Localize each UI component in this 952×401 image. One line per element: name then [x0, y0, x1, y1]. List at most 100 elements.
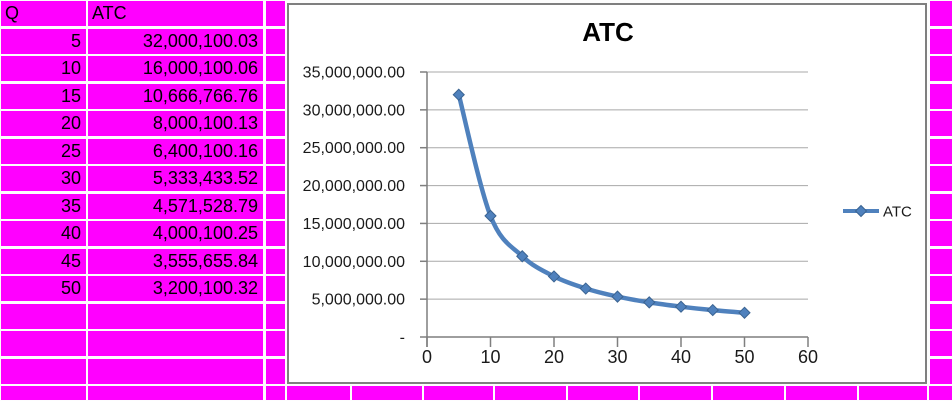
cell-atc-row4[interactable]: 8,000,100.13: [88, 111, 263, 136]
empty-cell[interactable]: [930, 303, 952, 329]
cell-q-row2[interactable]: 10: [1, 56, 86, 81]
empty-cell[interactable]: [88, 303, 263, 329]
cell-q-row8[interactable]: 40: [1, 221, 86, 246]
x-axis-label: 40: [671, 347, 691, 367]
empty-cell[interactable]: [930, 331, 952, 356]
x-axis-label: 30: [607, 347, 627, 367]
data-point-q10[interactable]: [484, 209, 497, 223]
empty-cell[interactable]: [930, 138, 952, 164]
data-point-q50[interactable]: [738, 306, 751, 319]
y-axis-label: 25,000,000.00: [303, 140, 405, 157]
empty-cell[interactable]: [1, 358, 86, 384]
empty-cell[interactable]: [266, 386, 285, 400]
empty-cell[interactable]: [287, 386, 350, 400]
x-axis-label: 10: [480, 347, 500, 367]
empty-cell[interactable]: [266, 28, 285, 54]
empty-cell[interactable]: [713, 386, 784, 400]
cell-atc-row3[interactable]: 10,666,766.76: [88, 83, 263, 109]
cell-atc-row6[interactable]: 5,333,433.52: [88, 166, 263, 191]
empty-cell[interactable]: [88, 386, 263, 400]
empty-cell[interactable]: [266, 248, 285, 274]
cell-q-row10[interactable]: 50: [1, 276, 86, 301]
empty-cell[interactable]: [266, 303, 285, 329]
cell-atc-row1[interactable]: 32,000,100.03: [88, 28, 263, 54]
empty-cell[interactable]: [786, 386, 857, 400]
empty-cell[interactable]: [930, 83, 952, 109]
data-point-q5[interactable]: [452, 88, 465, 101]
empty-cell[interactable]: [930, 1, 952, 26]
x-axis-label: 20: [544, 347, 564, 367]
empty-cell[interactable]: [266, 221, 285, 246]
empty-cell[interactable]: [930, 166, 952, 191]
empty-cell[interactable]: [859, 386, 927, 400]
cell-q-row6[interactable]: 30: [1, 166, 86, 191]
cell-atc-row2[interactable]: 16,000,100.06: [88, 56, 263, 81]
empty-cell[interactable]: [266, 166, 285, 191]
col-header-atc[interactable]: ATC: [88, 1, 263, 26]
y-axis-label: 15,000,000.00: [303, 216, 405, 233]
atc-chart-frame[interactable]: - 5,000,000.00 10,000,000.00 15,000,000.00 2…: [287, 3, 927, 384]
empty-cell[interactable]: [495, 386, 566, 400]
empty-cell[interactable]: [266, 83, 285, 109]
legend-marker-diamond: [854, 204, 868, 218]
empty-cell[interactable]: [568, 386, 638, 400]
cell-atc-row9[interactable]: 3,555,655.84: [88, 248, 263, 274]
y-axis-label: 5,000,000.00: [312, 292, 406, 309]
cell-q-row7[interactable]: 35: [1, 193, 86, 219]
cell-q-row1[interactable]: 5: [1, 28, 86, 54]
cell-atc-row10[interactable]: 3,200,100.32: [88, 276, 263, 301]
empty-cell[interactable]: [930, 248, 952, 274]
cell-atc-row8[interactable]: 4,000,100.25: [88, 221, 263, 246]
x-axis-label: 60: [798, 347, 818, 367]
y-axis-label: -: [400, 330, 405, 347]
data-point-q45[interactable]: [706, 303, 719, 317]
empty-cell[interactable]: [930, 28, 952, 54]
data-point-q15[interactable]: [516, 250, 529, 263]
cell-atc-row7[interactable]: 4,571,528.79: [88, 193, 263, 219]
data-point-q40[interactable]: [674, 300, 688, 313]
data-point-q30[interactable]: [611, 290, 624, 303]
empty-cell[interactable]: [424, 386, 493, 400]
empty-cell[interactable]: [88, 331, 263, 356]
empty-cell[interactable]: [266, 331, 285, 356]
empty-cell[interactable]: [1, 386, 86, 400]
empty-cell[interactable]: [352, 386, 422, 400]
y-axis-label: 30,000,000.00: [303, 102, 405, 119]
y-axis-label: 35,000,000.00: [303, 65, 405, 82]
cell-atc-row5[interactable]: 6,400,100.16: [88, 138, 263, 164]
empty-cell[interactable]: [930, 111, 952, 136]
empty-cell[interactable]: [266, 138, 285, 164]
empty-cell[interactable]: [88, 358, 263, 384]
y-axis-label: 10,000,000.00: [303, 254, 405, 271]
data-point-q35[interactable]: [643, 296, 656, 309]
col-header-q[interactable]: Q: [1, 1, 86, 26]
empty-cell[interactable]: [929, 386, 952, 400]
empty-cell[interactable]: [266, 1, 285, 26]
data-point-q20[interactable]: [547, 270, 561, 283]
empty-cell[interactable]: [1, 303, 86, 329]
empty-cell[interactable]: [266, 111, 285, 136]
empty-cell[interactable]: [930, 56, 952, 81]
cell-q-row3[interactable]: 15: [1, 83, 86, 109]
empty-cell[interactable]: [1, 331, 86, 356]
cell-q-row5[interactable]: 25: [1, 138, 86, 164]
atc-series-line[interactable]: [456, 92, 747, 316]
empty-cell[interactable]: [640, 386, 711, 400]
chart-legend-label[interactable]: ATC: [883, 204, 912, 221]
chart-title[interactable]: ATC: [582, 17, 634, 47]
x-axis-label: 50: [734, 347, 754, 367]
empty-cell[interactable]: [266, 56, 285, 81]
empty-cell[interactable]: [266, 193, 285, 219]
empty-cell[interactable]: [266, 276, 285, 301]
cell-q-row9[interactable]: 45: [1, 248, 86, 274]
y-axis-label: 20,000,000.00: [303, 178, 405, 195]
empty-cell[interactable]: [930, 221, 952, 246]
empty-cell[interactable]: [930, 193, 952, 219]
empty-cell[interactable]: [930, 276, 952, 301]
empty-cell[interactable]: [930, 358, 952, 384]
empty-cell[interactable]: [266, 358, 285, 384]
data-point-q25[interactable]: [579, 282, 592, 295]
x-axis-label: 0: [422, 347, 432, 367]
cell-q-row4[interactable]: 20: [1, 111, 86, 136]
